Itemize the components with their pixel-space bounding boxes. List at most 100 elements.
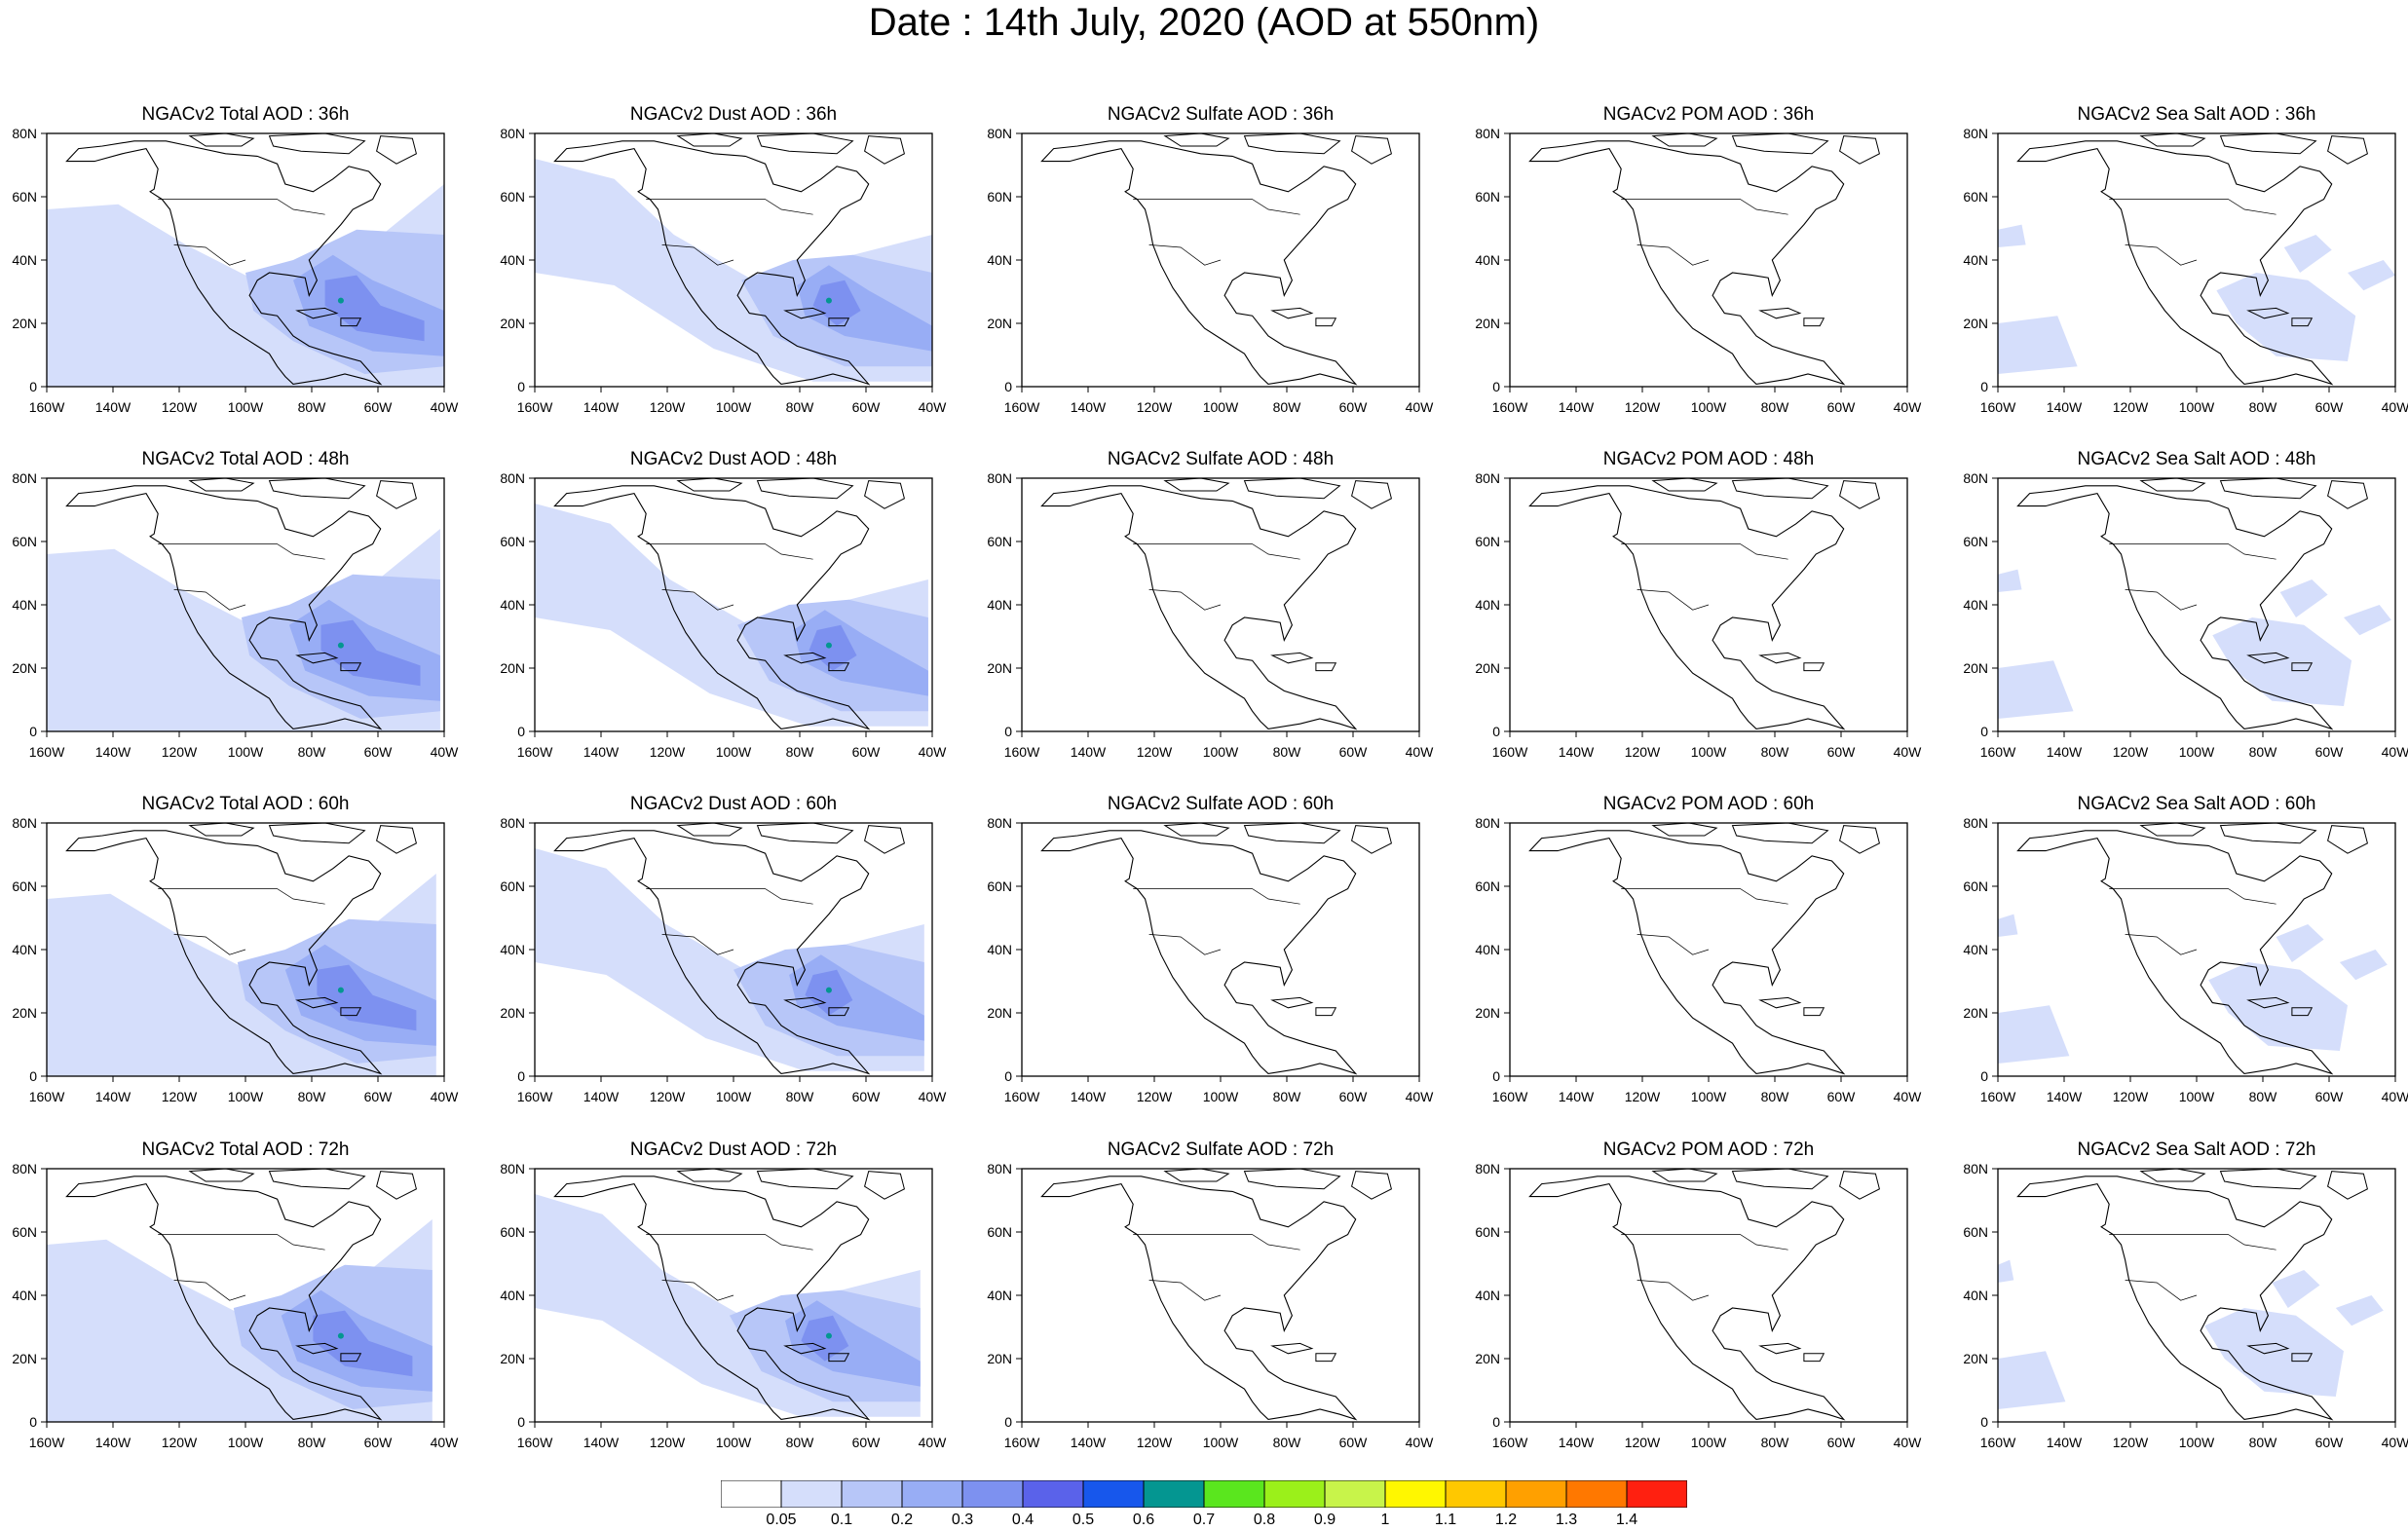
continent-outline bbox=[2016, 140, 2334, 386]
lat-tick-label: 80N bbox=[1963, 815, 1988, 831]
island-outline bbox=[340, 1007, 362, 1017]
island-outline bbox=[1163, 133, 1230, 147]
country-border bbox=[173, 1280, 246, 1301]
lon-tick-label: 40W bbox=[431, 1089, 460, 1104]
lat-tick-label: 60N bbox=[1475, 1224, 1500, 1240]
lat-tick-label: 60N bbox=[500, 534, 525, 549]
lon-tick-label: 40W bbox=[919, 1089, 948, 1104]
map-panel: NGACv2 Total AOD : 60h 80N 60N 40N 20N 0 160W 1… bbox=[12, 794, 459, 1104]
aod-field bbox=[535, 848, 924, 1071]
lat-tick-label: 40N bbox=[987, 252, 1012, 268]
map-panel: NGACv2 Sea Salt AOD : 60h 80N 60N 40N 20N 0 16… bbox=[1963, 794, 2408, 1104]
lon-tick-label: 100W bbox=[2179, 1089, 2215, 1104]
island-outline bbox=[1163, 478, 1230, 492]
island-outline bbox=[1270, 1342, 1314, 1355]
colorbar-box bbox=[1565, 1480, 1628, 1508]
lon-tick-label: 100W bbox=[1691, 1089, 1727, 1104]
lon-tick-label: 60W bbox=[364, 399, 394, 415]
country-border bbox=[2109, 199, 2276, 215]
lon-tick-label: 160W bbox=[517, 1435, 553, 1450]
country-border bbox=[661, 589, 734, 611]
lon-tick-label: 140W bbox=[583, 1435, 620, 1450]
island-outline bbox=[188, 478, 255, 492]
aod-shading bbox=[2212, 617, 2352, 706]
island-outline bbox=[188, 823, 255, 837]
colorbar-label: 0.3 bbox=[951, 1512, 974, 1528]
lon-tick-label: 80W bbox=[1761, 744, 1790, 760]
colorbar-label: 1 bbox=[1380, 1512, 1390, 1528]
coastline bbox=[1040, 823, 1392, 1075]
lon-tick-label: 140W bbox=[95, 744, 132, 760]
lon-tick-label: 40W bbox=[431, 399, 460, 415]
lon-tick-label: 120W bbox=[1625, 1089, 1661, 1104]
lat-tick-label: 80N bbox=[12, 815, 37, 831]
colorbar-box bbox=[1384, 1480, 1447, 1508]
island-outline bbox=[2219, 823, 2317, 844]
colorbar-box bbox=[901, 1480, 963, 1508]
lon-tick-label: 120W bbox=[1625, 744, 1661, 760]
aod-peak bbox=[825, 1332, 832, 1339]
aod-shading bbox=[313, 1310, 413, 1377]
lon-tick-label: 140W bbox=[2047, 1089, 2083, 1104]
lon-tick-label: 80W bbox=[1761, 1089, 1790, 1104]
country-border bbox=[158, 1234, 325, 1251]
aod-shading bbox=[2216, 273, 2356, 361]
lat-tick-label: 0 bbox=[1004, 379, 1012, 394]
lon-tick-label: 120W bbox=[2113, 1435, 2149, 1450]
map-panel: NGACv2 Dust AOD : 60h 80N 60N 40N 20N 0 160W 14… bbox=[500, 794, 947, 1104]
island-outline bbox=[295, 996, 339, 1009]
lon-tick-label: 40W bbox=[919, 744, 948, 760]
lon-tick-label: 100W bbox=[716, 399, 752, 415]
lon-tick-label: 80W bbox=[298, 744, 327, 760]
panel-title: NGACv2 POM AOD : 60h bbox=[1603, 794, 1814, 814]
continent-outline bbox=[1528, 1176, 1846, 1421]
colorbar-label: 0.9 bbox=[1313, 1512, 1336, 1528]
island-outline bbox=[1243, 478, 1341, 500]
island-outline bbox=[376, 135, 417, 165]
island-outline bbox=[268, 478, 366, 500]
lon-tick-label: 60W bbox=[1827, 1089, 1857, 1104]
aod-shading bbox=[1998, 569, 2022, 592]
lat-tick-label: 60N bbox=[12, 534, 37, 549]
lon-tick-label: 160W bbox=[1492, 1435, 1528, 1450]
island-outline bbox=[2327, 1171, 2368, 1200]
map-panel: NGACv2 Sulfate AOD : 72h 80N 60N 40N 20N 0 160… bbox=[987, 1139, 1434, 1450]
island-outline bbox=[1243, 823, 1341, 844]
coastline bbox=[1040, 1169, 1392, 1421]
island-outline bbox=[1731, 478, 1829, 500]
lat-tick-label: 0 bbox=[1492, 1068, 1500, 1084]
lat-tick-label: 80N bbox=[12, 470, 37, 486]
coastline bbox=[65, 133, 417, 386]
continent-outline bbox=[553, 140, 871, 386]
country-border bbox=[2109, 888, 2276, 905]
aod-field bbox=[535, 159, 932, 382]
country-border bbox=[661, 1280, 734, 1301]
map-panel: NGACv2 Total AOD : 48h 80N 60N 40N 20N 0 160W 1… bbox=[12, 449, 459, 760]
lat-tick-label: 80N bbox=[1475, 126, 1500, 141]
country-border bbox=[173, 934, 246, 955]
lon-tick-label: 160W bbox=[29, 399, 65, 415]
lon-tick-label: 140W bbox=[95, 1089, 132, 1104]
country-border bbox=[2109, 543, 2276, 560]
lon-tick-label: 80W bbox=[2249, 399, 2278, 415]
country-border bbox=[1637, 1280, 1710, 1301]
lon-tick-label: 160W bbox=[1004, 1089, 1040, 1104]
lat-tick-label: 40N bbox=[1475, 597, 1500, 613]
lon-tick-label: 100W bbox=[228, 399, 264, 415]
lat-tick-label: 40N bbox=[1963, 597, 1988, 613]
colorbar-box bbox=[721, 1480, 782, 1508]
lon-tick-label: 120W bbox=[2113, 744, 2149, 760]
lat-tick-label: 20N bbox=[1475, 316, 1500, 331]
continent-outline bbox=[1040, 485, 1358, 730]
aod-shading bbox=[1998, 224, 2026, 247]
lon-tick-label: 160W bbox=[29, 744, 65, 760]
country-border bbox=[173, 589, 246, 611]
lon-tick-label: 140W bbox=[583, 399, 620, 415]
panel-title: NGACv2 Sea Salt AOD : 72h bbox=[2077, 1139, 2315, 1160]
continent-outline bbox=[553, 1176, 871, 1421]
lat-tick-label: 20N bbox=[1475, 1351, 1500, 1366]
country-border bbox=[2109, 1234, 2276, 1251]
lon-tick-label: 140W bbox=[2047, 399, 2083, 415]
aod-field bbox=[535, 504, 928, 727]
aod-shading bbox=[812, 280, 861, 326]
